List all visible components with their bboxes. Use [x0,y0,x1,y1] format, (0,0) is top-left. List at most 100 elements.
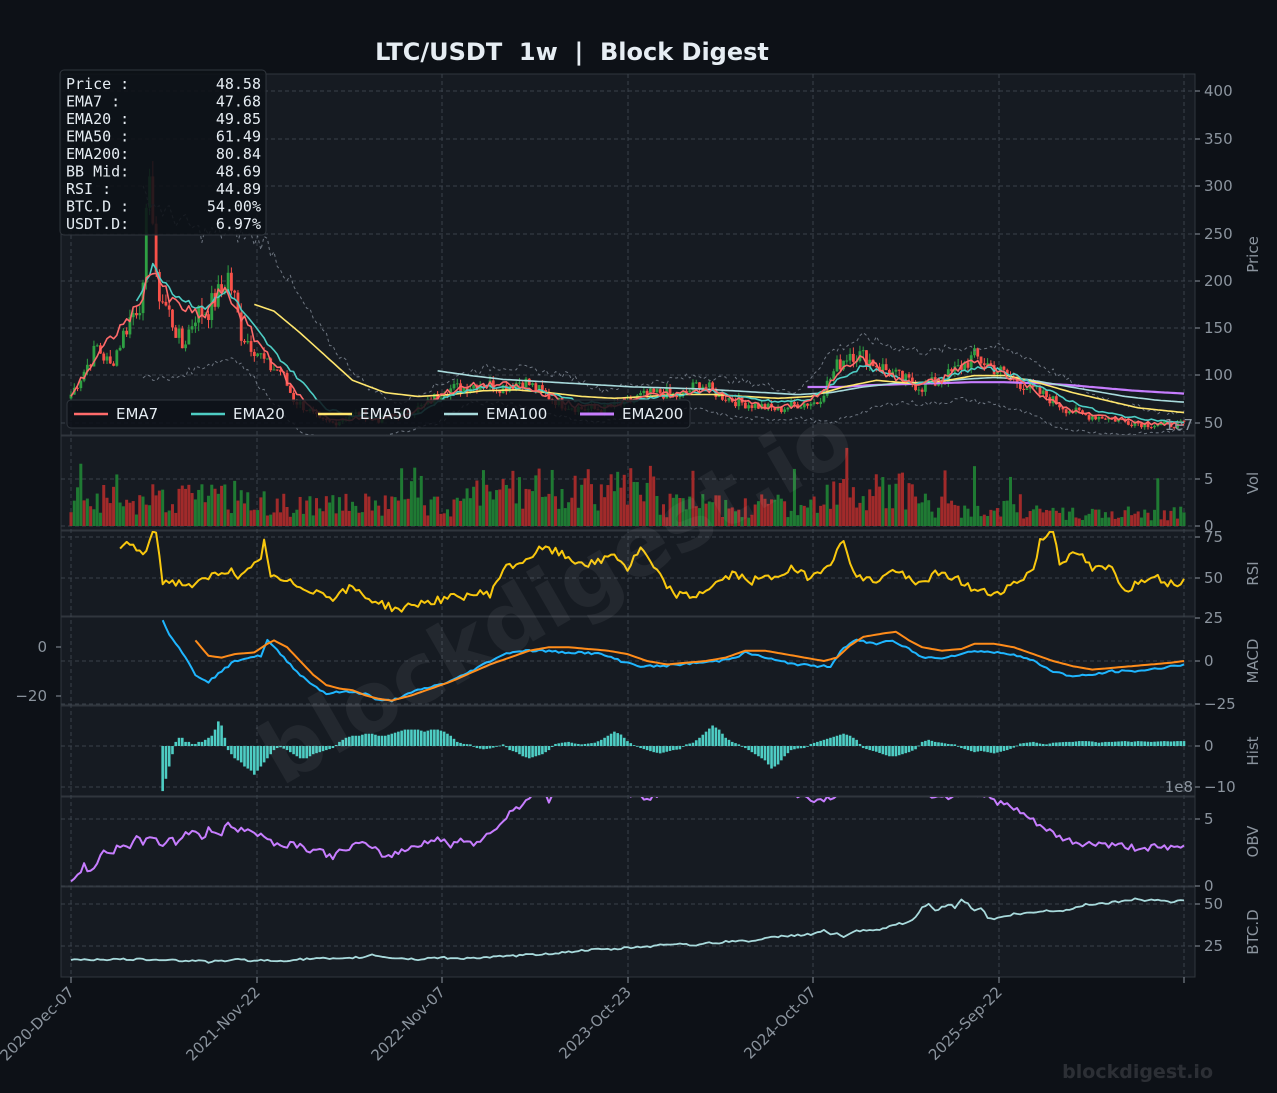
hist-bar [812,742,816,746]
hist-bar [983,746,986,752]
candle-body [79,380,83,389]
hist-bar [544,746,547,753]
candle-body [1149,427,1153,429]
candle-body [851,353,855,362]
volume-bar [423,505,427,526]
hist-bar [616,733,619,746]
hist-bar [829,737,832,746]
candle-body [1126,421,1130,425]
hist-bar [482,746,485,750]
hist-bar [1005,746,1009,751]
volume-bar [151,484,155,526]
hist-bar [708,728,711,746]
candle-body [89,364,93,367]
volume-bar [943,470,947,526]
hist-bar [845,734,849,746]
info-value: 48.69 [216,163,261,181]
candle-body [789,401,793,408]
volume-bar [184,488,188,526]
hist-bar [279,746,282,748]
volume-bar [377,505,381,526]
hist-bar [531,746,534,758]
hist-bar [452,738,456,746]
volume-bar [157,490,161,526]
volume-bar [400,468,404,526]
hist-bar [177,737,181,746]
y-tick-label-volume: 0 [1204,517,1214,535]
candle-body [766,403,770,410]
legend-label-ema7: EMA7 [116,405,158,423]
volume-bar [491,499,495,526]
hist-bar [423,731,426,746]
hist-bar [606,735,610,746]
hist-bar [603,737,606,746]
hist-bar [485,746,489,749]
hist-bar [930,740,934,746]
volume-bar [734,511,738,526]
hist-bar [344,737,348,746]
candle-body [1025,388,1029,390]
volume-bar [544,496,548,526]
volume-bar [475,480,479,526]
hist-bar [351,735,354,746]
volume-bar [1041,512,1045,526]
info-label: BB Mid: [66,163,129,181]
hist-bar [727,739,731,746]
volume-bar [439,513,443,526]
hist-bar [1015,745,1019,747]
candle-body [996,371,999,375]
volume-bar [223,484,227,526]
info-value: 80.84 [216,145,261,163]
hist-bar [816,741,819,746]
hist-bar [433,729,436,746]
volume-bar [298,496,302,526]
hist-bar [698,737,701,746]
volume-bar [331,495,335,526]
hist-bar [328,746,331,750]
volume-bar [85,498,89,526]
info-label: EMA7 : [66,93,120,111]
hist-bar [1100,742,1104,746]
candle-body [190,326,194,330]
volume-bar [989,509,993,526]
candle-body [1038,386,1042,394]
hist-bar [541,746,544,755]
hist-bar [1048,743,1052,746]
series-volume [69,447,1186,526]
volume-bar [776,494,780,526]
hist-bar [272,746,276,751]
candle-body [685,390,688,392]
volume-bar [570,497,574,526]
hist-bar [652,746,655,753]
volume-bar [992,510,996,526]
volume-bar [76,487,80,526]
hist-bar [331,746,335,749]
hist-bar [187,741,191,746]
candle-body [773,407,777,411]
volume-bar [272,512,276,526]
info-label: EMA20 : [66,110,129,128]
hist-bar [315,746,318,754]
hist-bar [1107,741,1111,746]
hist-bar [426,730,430,746]
volume-bar [786,517,790,526]
candle-body [256,353,259,357]
volume-bar [714,495,718,526]
hist-bar [1104,741,1107,746]
volume-bar [360,512,364,526]
candle-body [750,405,754,408]
bb-lower-line [142,357,1185,435]
volume-bar [750,514,754,526]
hist-bar [672,746,675,751]
candle-body [999,366,1003,372]
overlay-group: Price : 48.58 EMA7 : 47.68 EMA20 : 49.85 EMA50… [59,69,691,429]
volume-bar [445,509,449,526]
volume-bar [311,515,315,526]
hist-bar [469,744,472,746]
candle-body [1061,407,1065,410]
hist-bar [292,746,295,755]
volume-bar [367,496,371,526]
hist-bar [560,742,564,746]
volume-bar [936,507,940,526]
candle-body [1100,416,1104,419]
